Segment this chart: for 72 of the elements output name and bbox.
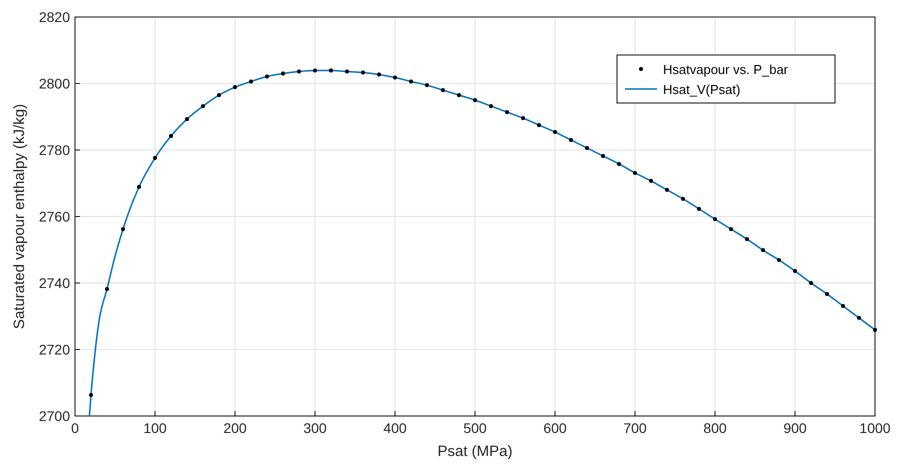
point: [505, 110, 509, 114]
point: [185, 117, 189, 122]
point: [249, 80, 253, 84]
point: [825, 292, 829, 296]
x-tick-label: 0: [71, 420, 80, 436]
point: [169, 134, 173, 138]
y-tick-label: 2780: [38, 142, 70, 158]
x-tick-label: 900: [783, 420, 807, 436]
point: [617, 162, 621, 166]
y-axis-title: Saturated vapour enthalpy (kJ/kg): [11, 104, 28, 330]
point: [201, 104, 205, 108]
x-tick-label: 400: [383, 420, 407, 436]
point: [345, 70, 349, 74]
point: [601, 154, 605, 158]
x-tick-label: 700: [623, 420, 647, 436]
point: [665, 188, 669, 192]
point: [329, 68, 333, 73]
point: [489, 104, 493, 108]
point: [137, 184, 141, 189]
point: [713, 217, 717, 222]
point: [649, 178, 653, 183]
point: [697, 206, 701, 211]
x-tick-label: 500: [463, 420, 487, 436]
point: [217, 93, 221, 98]
point: [457, 93, 461, 98]
point: [681, 196, 685, 201]
point: [729, 227, 733, 232]
point: [585, 146, 589, 150]
point: [441, 88, 445, 92]
point: [393, 76, 397, 80]
x-tick-label: 600: [543, 420, 567, 436]
y-tick-label: 2740: [38, 275, 70, 291]
y-tick-label: 2720: [38, 342, 70, 358]
point: [409, 80, 413, 84]
x-tick-label: 800: [703, 420, 727, 436]
x-tick-label: 100: [143, 420, 167, 436]
point: [153, 156, 157, 160]
point: [281, 72, 285, 76]
point: [857, 316, 861, 320]
point: [313, 68, 317, 73]
point: [473, 98, 477, 102]
point: [745, 237, 749, 242]
point: [297, 70, 301, 74]
point: [521, 116, 525, 120]
point: [841, 304, 845, 308]
point: [265, 74, 269, 79]
x-tick-label: 300: [303, 420, 327, 436]
x-tick-label: 200: [223, 420, 247, 436]
legend-label: Hsatvapour vs. P_bar: [663, 62, 789, 77]
y-tick-label: 2800: [38, 76, 70, 92]
y-tick-label: 2700: [38, 408, 70, 424]
point: [777, 258, 781, 262]
point: [809, 281, 813, 285]
point: [633, 170, 637, 175]
point: [89, 393, 93, 398]
point: [377, 72, 381, 77]
point: [233, 85, 237, 90]
point: [537, 123, 541, 128]
point: [553, 130, 557, 134]
point: [761, 248, 765, 252]
x-tick-label: 1000: [859, 420, 891, 436]
y-tick-label: 2760: [38, 208, 70, 224]
point: [121, 227, 125, 232]
point: [425, 83, 429, 88]
point: [873, 328, 877, 332]
point: [105, 286, 109, 291]
point: [361, 70, 365, 75]
legend-label: Hsat_V(Psat): [663, 82, 740, 97]
y-tick-label: 2820: [38, 9, 70, 25]
point: [569, 138, 573, 142]
point: [793, 269, 797, 274]
x-axis-title: Psat (MPa): [437, 443, 513, 460]
